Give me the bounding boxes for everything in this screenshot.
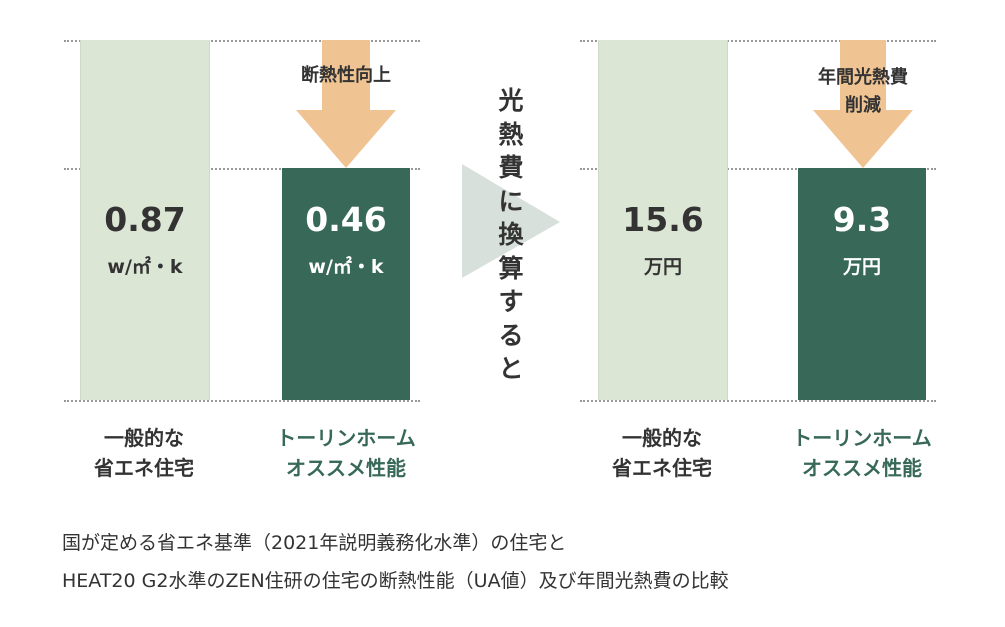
- char: す: [498, 287, 524, 316]
- category-torin: トーリンホーム オススメ性能: [762, 423, 962, 483]
- bar-value: 0.46: [305, 200, 387, 239]
- category-line: 省エネ住宅: [612, 456, 712, 480]
- arrow-label: 断熱性向上: [301, 65, 391, 86]
- bar-unit: 万円: [643, 256, 682, 278]
- bar-general-cost: 15.6 万円: [598, 40, 728, 400]
- gridline-top: [580, 40, 936, 42]
- char: に: [498, 186, 524, 216]
- gridline-bottom: [64, 400, 420, 402]
- caption-line-2: HEAT20 G2水準のZEN住研の住宅の断熱性能（UA値）及び年間光熱費の比較: [62, 570, 729, 592]
- category-line: オススメ性能: [802, 456, 922, 480]
- char: 算: [498, 253, 524, 283]
- category-general: 一般的な 省エネ住宅: [562, 423, 762, 483]
- bar-torin-ua: 0.46 w/㎡・k: [282, 168, 410, 400]
- category-line: オススメ性能: [286, 456, 406, 480]
- right-triangle-icon: [462, 164, 560, 278]
- gridline-bottom: [580, 400, 936, 402]
- char: る: [498, 320, 524, 350]
- bar-torin-cost: 9.3 万円: [798, 168, 926, 400]
- convert-text: 光 熱 費 に 換 算 す る と: [496, 84, 526, 386]
- bar-value: 15.6: [622, 200, 704, 239]
- char: 光: [498, 86, 524, 115]
- category-line: 一般的な: [622, 426, 702, 450]
- bar-unit: 万円: [842, 256, 881, 278]
- category-general: 一般的な 省エネ住宅: [44, 423, 244, 483]
- arrow-label: 年間光熱費 削減: [783, 64, 943, 120]
- gridline-top: [64, 40, 420, 42]
- bar-unit: w/㎡・k: [308, 256, 384, 278]
- bar-general-ua: 0.87 w/㎡・k: [80, 40, 210, 400]
- category-line: トーリンホーム: [276, 426, 416, 450]
- category-torin: トーリンホーム オススメ性能: [246, 423, 446, 483]
- bar-unit: w/㎡・k: [107, 256, 183, 278]
- category-line: 省エネ住宅: [94, 456, 194, 480]
- char: と: [498, 354, 524, 383]
- category-line: 一般的な: [104, 426, 184, 450]
- gridline-mid: [64, 168, 420, 170]
- char: 換: [498, 220, 524, 249]
- down-arrow-icon: [296, 40, 396, 168]
- bar-value: 0.87: [104, 200, 186, 239]
- char: 熱: [498, 119, 524, 149]
- arrow-label-line: 年間光熱費: [818, 67, 908, 88]
- char: 費: [498, 153, 524, 182]
- category-line: トーリンホーム: [792, 426, 932, 450]
- bar-value: 9.3: [832, 200, 892, 239]
- caption-line-1: 国が定める省エネ基準（2021年説明義務化水準）の住宅と: [62, 532, 567, 554]
- gridline-mid: [580, 168, 936, 170]
- arrow-label-line: 削減: [845, 95, 881, 116]
- down-arrow-icon: [813, 40, 913, 168]
